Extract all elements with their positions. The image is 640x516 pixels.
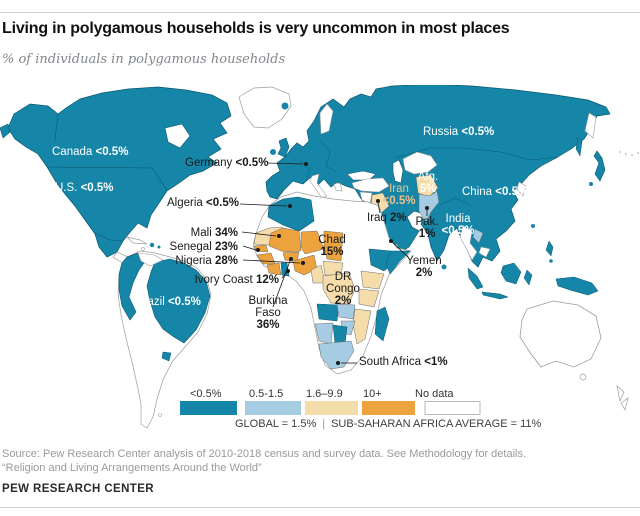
map-north-america: [0, 86, 292, 281]
map-oceania: [519, 300, 629, 411]
page-title: Living in polygamous households is very …: [2, 20, 510, 37]
note-separator: |: [322, 418, 326, 430]
brand: PEW RESEARCH CENTER: [2, 483, 155, 495]
top-rule: [0, 12, 640, 13]
map-eurasia: [265, 85, 639, 300]
legend-label-nodata: No data: [415, 388, 454, 400]
legend-label-lt05: <0.5%: [190, 388, 222, 400]
legend-label-16-99: 1.6–9.9: [306, 388, 343, 400]
world-map: [0, 85, 639, 429]
map-south-america: [117, 250, 212, 429]
legend-label-05-15: 0.5-1.5: [249, 388, 284, 400]
swatch-nodata: [424, 401, 481, 415]
legend-note: GLOBAL = 1.5% | SUB-SAHARAN AFRICA AVERAGE…: [235, 418, 541, 430]
legend-label-10plus: 10+: [363, 388, 382, 400]
bottom-rule: [0, 507, 640, 508]
global-average: GLOBAL = 1.5%: [235, 418, 317, 430]
swatch-05-15: [245, 401, 301, 415]
ssa-average: SUB-SAHARAN AFRICA AVERAGE = 11%: [331, 418, 542, 430]
swatch-10plus: [362, 401, 415, 415]
label-markers: [239, 162, 429, 365]
report-title: “Religion and Living Arrangements Around…: [2, 462, 262, 474]
swatch-lt05: [180, 401, 237, 415]
swatch-16-99: [305, 401, 358, 415]
source-text: Source: Pew Research Center analysis of …: [2, 447, 526, 475]
legend-swatches: [180, 401, 481, 415]
page-subtitle: % of individuals in polygamous household…: [2, 52, 286, 67]
source-line: Source: Pew Research Center analysis of …: [2, 448, 527, 460]
